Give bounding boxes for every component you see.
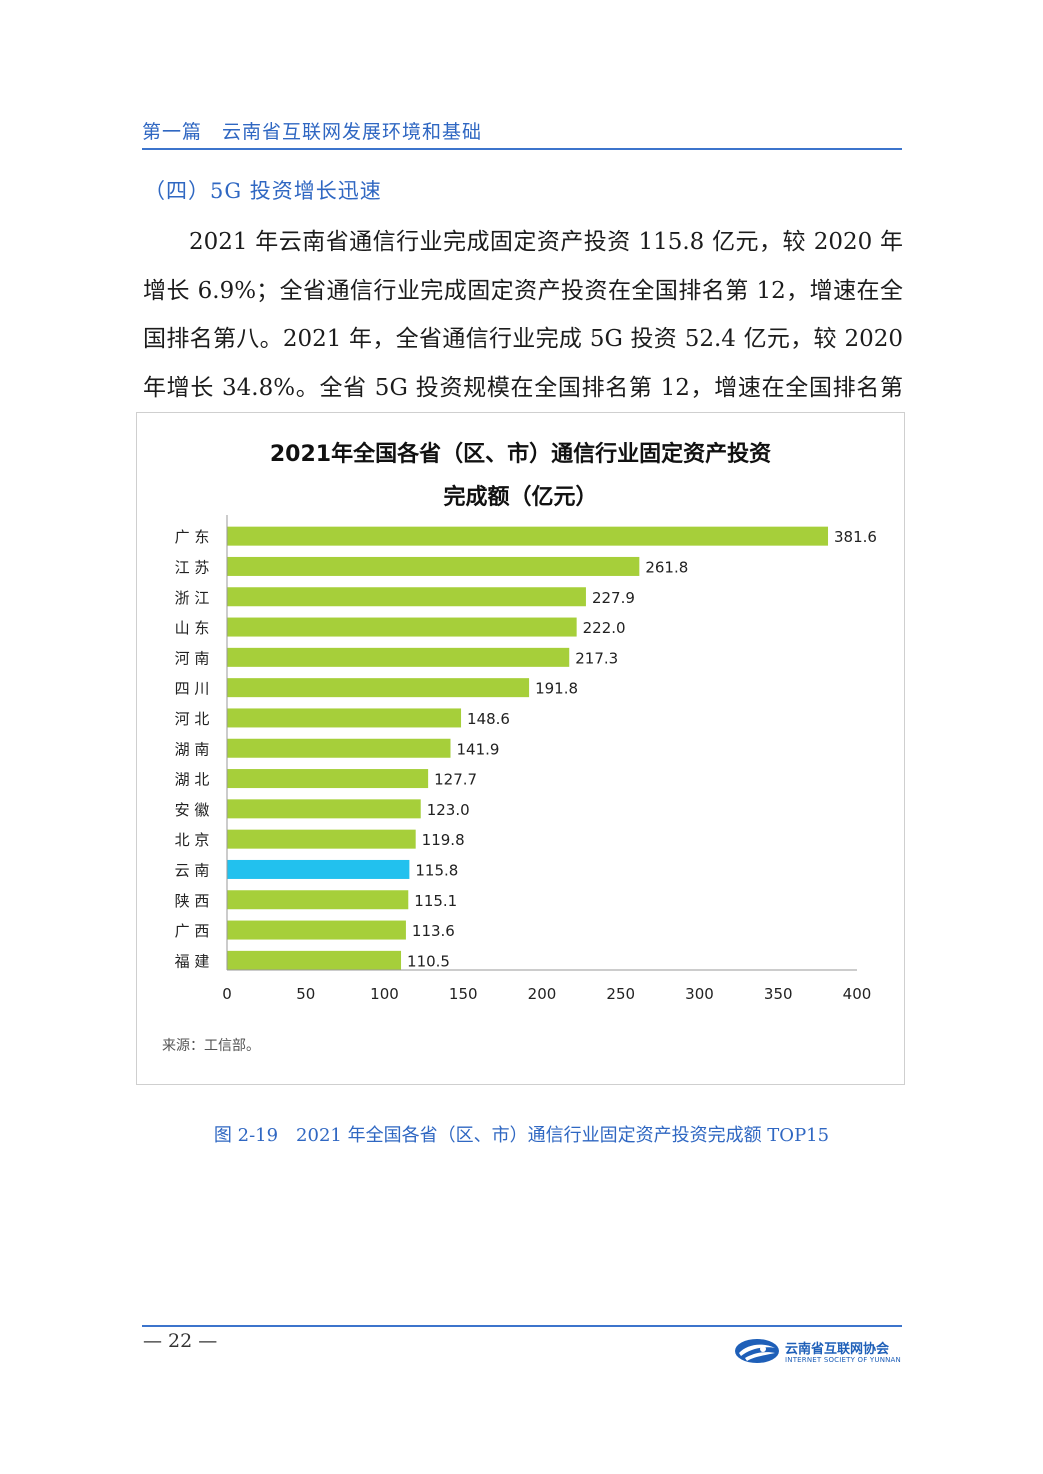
value-label-2: 227.9 (592, 589, 635, 607)
bar-3 (227, 617, 577, 637)
yunnan-internet-society-logo-icon (735, 1339, 779, 1363)
chart-source-note: 来源：工信部。 (162, 1038, 260, 1054)
category-label-5: 四 川 (175, 680, 210, 698)
bar-chart: 广 东江 苏浙 江山 东河 南四 川河 北湖 南湖 北安 徽北 京云 南陕 西广… (175, 515, 877, 1003)
value-label-11: 115.8 (415, 861, 458, 879)
bar-10 (227, 829, 416, 849)
chart-container: 广 东江 苏浙 江山 东河 南四 川河 北湖 南湖 北安 徽北 京云 南陕 西广… (136, 412, 905, 1085)
value-label-3: 222.0 (583, 619, 626, 637)
category-label-1: 江 苏 (175, 558, 210, 576)
x-tick-label-7: 350 (764, 985, 793, 1003)
org-logo: 云南省互联网协会 INTERNET SOCIETY OF YUNNAN (733, 1336, 903, 1370)
category-label-2: 浙 江 (175, 589, 210, 607)
category-label-6: 河 北 (175, 710, 210, 728)
footer-divider (142, 1325, 902, 1327)
x-tick-label-8: 400 (843, 985, 872, 1003)
header-divider (142, 148, 902, 150)
bar-7 (227, 738, 451, 758)
bar-13 (227, 920, 406, 940)
value-label-12: 115.1 (414, 892, 457, 910)
bar-11 (227, 859, 410, 879)
bar-14 (227, 950, 402, 970)
value-label-1: 261.8 (645, 558, 688, 576)
chart-title-line2: 完成额（亿元） (443, 485, 598, 510)
category-label-13: 广 西 (175, 922, 210, 940)
logo-english-name: INTERNET SOCIETY OF YUNNAN (785, 1356, 901, 1364)
bar-8 (227, 769, 429, 789)
category-label-3: 山 东 (175, 619, 210, 637)
category-label-7: 湖 南 (175, 740, 210, 758)
x-tick-label-5: 250 (606, 985, 635, 1003)
x-tick-label-2: 100 (370, 985, 399, 1003)
value-label-0: 381.6 (834, 528, 877, 546)
value-label-7: 141.9 (456, 740, 499, 758)
bar-4 (227, 647, 570, 667)
logo-chinese-name: 云南省互联网协会 (785, 1342, 890, 1357)
category-label-4: 河 南 (175, 649, 210, 667)
x-tick-label-0: 0 (222, 985, 232, 1003)
value-label-14: 110.5 (407, 952, 450, 970)
x-tick-label-3: 150 (449, 985, 478, 1003)
category-label-9: 安 徽 (175, 801, 210, 819)
value-label-4: 217.3 (575, 649, 618, 667)
bar-2 (227, 587, 586, 607)
section-heading: （四）5G 投资增长迅速 (144, 179, 382, 203)
chart-title-line1: 2021年全国各省（区、市）通信行业固定资产投资 (269, 442, 772, 467)
bar-6 (227, 708, 462, 728)
value-label-6: 148.6 (467, 710, 510, 728)
x-tick-label-4: 200 (528, 985, 557, 1003)
bar-9 (227, 799, 421, 819)
x-tick-label-6: 300 (685, 985, 714, 1003)
category-label-10: 北 京 (175, 831, 210, 849)
bar-5 (227, 678, 530, 698)
bar-12 (227, 890, 409, 910)
bar-1 (227, 556, 640, 576)
value-label-5: 191.8 (535, 680, 578, 698)
figure-caption: 图 2-19 2021 年全国各省（区、市）通信行业固定资产投资完成额 TOP1… (213, 1125, 830, 1146)
page-number: — 22 — (143, 1330, 218, 1352)
category-label-14: 福 建 (175, 952, 210, 970)
value-label-8: 127.7 (434, 771, 477, 789)
category-label-8: 湖 北 (175, 771, 210, 789)
page-header-title: 第一篇 云南省互联网发展环境和基础 (142, 121, 483, 143)
x-tick-label-1: 50 (296, 985, 315, 1003)
category-label-11: 云 南 (175, 861, 210, 879)
value-label-9: 123.0 (427, 801, 470, 819)
chart-title: 2021年全国各省（区、市）通信行业固定资产投资 完成额（亿元） (137, 433, 904, 519)
category-label-0: 广 东 (175, 528, 210, 546)
bar-0 (227, 526, 829, 546)
value-label-10: 119.8 (422, 831, 465, 849)
value-label-13: 113.6 (412, 922, 455, 940)
category-label-12: 陕 西 (175, 892, 210, 910)
